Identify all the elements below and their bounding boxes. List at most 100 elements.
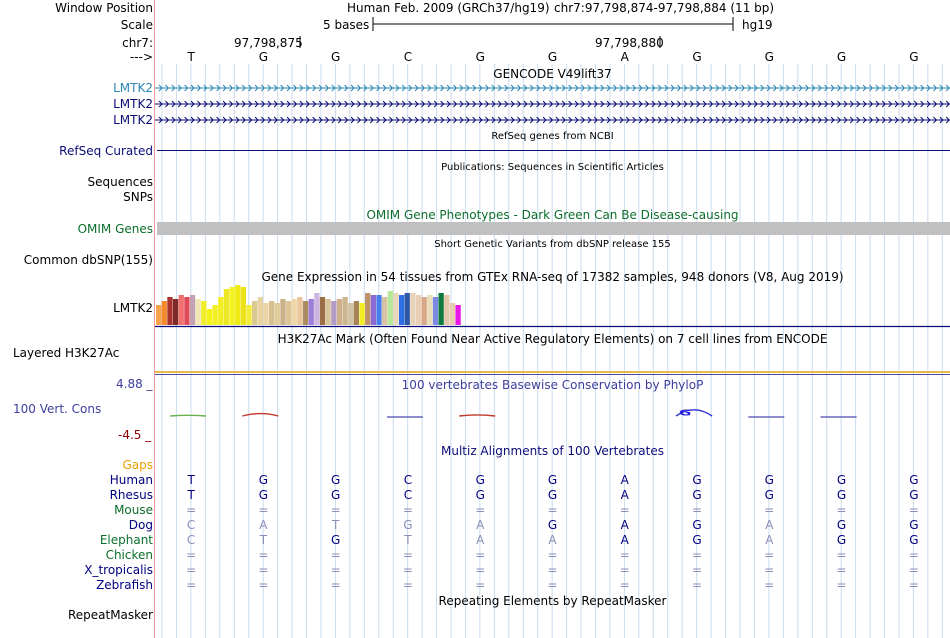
alignment-base: = <box>619 503 630 517</box>
gtex-bar <box>325 299 331 325</box>
species-label[interactable]: Elephant <box>99 533 153 547</box>
alignment-base: G <box>909 533 919 547</box>
gtex-bar <box>291 299 297 325</box>
gtex-bar <box>370 295 376 325</box>
gtex-bar <box>376 295 382 325</box>
species-label[interactable]: X_tropicalis <box>84 563 153 577</box>
omim-title[interactable]: OMIM Gene Phenotypes - Dark Green Can Be… <box>366 208 739 222</box>
rmsk-label[interactable]: RepeatMasker <box>67 608 153 622</box>
gtex-bar <box>302 301 309 325</box>
alignment-base: = <box>330 563 341 577</box>
gtex-bar <box>455 305 461 325</box>
refseq-label[interactable]: RefSeq Curated <box>59 144 153 158</box>
gtex-title[interactable]: Gene Expression in 54 tissues from GTEx … <box>261 270 844 284</box>
alignment-base: A <box>765 518 774 532</box>
gtex-bar <box>297 297 303 325</box>
alignment-base: = <box>908 548 919 562</box>
cons-logo <box>170 414 207 417</box>
gtex-bar <box>359 303 365 325</box>
snps-label[interactable]: SNPs <box>123 190 153 204</box>
species-label[interactable]: Rhesus <box>109 488 153 502</box>
gtex-bar <box>218 297 224 325</box>
base-letter: C <box>403 50 413 64</box>
gtex-bar <box>201 301 207 325</box>
alignment-base: = <box>258 578 269 592</box>
h3k27ac-title[interactable]: H3K27Ac Mark (Often Found Near Active Re… <box>277 332 828 346</box>
db-text: hg19 <box>742 18 773 32</box>
window-position-label: Window Position <box>55 1 153 15</box>
alignment-base: G <box>692 488 702 502</box>
gencode-item-2[interactable]: LMTK2 <box>113 97 153 111</box>
species-label[interactable]: Chicken <box>105 548 153 562</box>
alignment-base: A <box>259 518 268 532</box>
gtex-bar <box>331 301 337 325</box>
chrom-label: chr7: <box>122 36 153 50</box>
species-label[interactable]: Human <box>109 473 153 487</box>
dbsnp-label[interactable]: Common dbSNP(155) <box>23 253 153 267</box>
cons-title[interactable]: 100 vertebrates Basewise Conservation by… <box>401 378 704 392</box>
gtex-bar <box>449 303 456 325</box>
alignment-base: G <box>692 518 702 532</box>
alignment-base: G <box>475 488 485 502</box>
alignment-base: G <box>547 473 558 487</box>
gtex-label[interactable]: LMTK2 <box>113 301 153 315</box>
alignment-base: A <box>765 533 774 547</box>
alignment-base: = <box>258 503 269 517</box>
gtex-bar <box>240 287 247 325</box>
gtex-bar <box>161 301 167 325</box>
alignment-base: = <box>330 503 341 517</box>
alignment-base: = <box>908 578 919 592</box>
alignment-base: = <box>330 548 341 562</box>
alignment-base: G <box>692 473 702 487</box>
alignment-base: = <box>186 548 197 562</box>
alignment-base: G <box>836 473 847 487</box>
alignment-base: T <box>187 473 195 487</box>
coord-b: 97,798,880 <box>595 36 664 50</box>
position-text[interactable]: chr7:97,798,874-97,798,884 (11 bp) <box>554 1 775 15</box>
alignment-base: = <box>258 548 269 562</box>
sequences-label[interactable]: Sequences <box>87 175 153 189</box>
gaps-label[interactable]: Gaps <box>122 458 153 472</box>
gencode-chevrons <box>158 116 950 124</box>
multiz-title[interactable]: Multiz Alignments of 100 Vertebrates <box>440 444 665 458</box>
species-label[interactable]: Dog <box>128 518 153 532</box>
rmsk-title[interactable]: Repeating Elements by RepeatMasker <box>438 594 667 608</box>
cons-label[interactable]: 100 Vert. Cons <box>13 402 102 416</box>
gtex-bar <box>285 301 292 325</box>
alignment-base: C <box>186 518 196 532</box>
dbsnp-title[interactable]: Short Genetic Variants from dbSNP releas… <box>434 239 671 250</box>
alignment-base: C <box>186 533 196 547</box>
gtex-bar <box>167 297 173 325</box>
alignment-base: = <box>692 548 703 562</box>
base-letter: G <box>764 50 774 64</box>
refseq-title[interactable]: RefSeq genes from NCBI <box>491 131 614 142</box>
gencode-item-3[interactable]: LMTK2 <box>113 113 153 127</box>
gtex-bar <box>223 289 230 325</box>
cons-logo <box>675 409 713 417</box>
gtex-bar <box>342 297 348 325</box>
gtex-bar <box>280 299 286 325</box>
species-label[interactable]: Mouse <box>114 503 153 517</box>
omim-label[interactable]: OMIM Genes <box>77 222 153 236</box>
gencode-item-1[interactable]: LMTK2 <box>113 81 153 95</box>
gtex-bar <box>393 293 399 325</box>
alignment-base: = <box>836 578 847 592</box>
gencode-title[interactable]: GENCODE V49lift37 <box>493 67 612 81</box>
alignment-base: = <box>402 563 413 577</box>
gtex-bar <box>195 299 201 325</box>
alignment-base: C <box>403 473 413 487</box>
alignment-base: = <box>547 578 558 592</box>
h3k27ac-label[interactable]: Layered H3K27Ac <box>13 346 120 360</box>
alignment-base: C <box>403 488 413 502</box>
species-label[interactable]: Zebrafish <box>96 578 153 592</box>
gencode-chevrons <box>158 100 950 108</box>
alignment-base: A <box>620 533 629 547</box>
cons-logo-g: G <box>679 408 691 418</box>
alignment-base: = <box>764 548 775 562</box>
gtex-bar <box>382 297 388 325</box>
pubs-title[interactable]: Publications: Sequences in Scientific Ar… <box>441 162 664 173</box>
gtex-bar <box>184 297 190 325</box>
gtex-bar <box>387 291 393 325</box>
gtex-bar <box>189 295 196 325</box>
